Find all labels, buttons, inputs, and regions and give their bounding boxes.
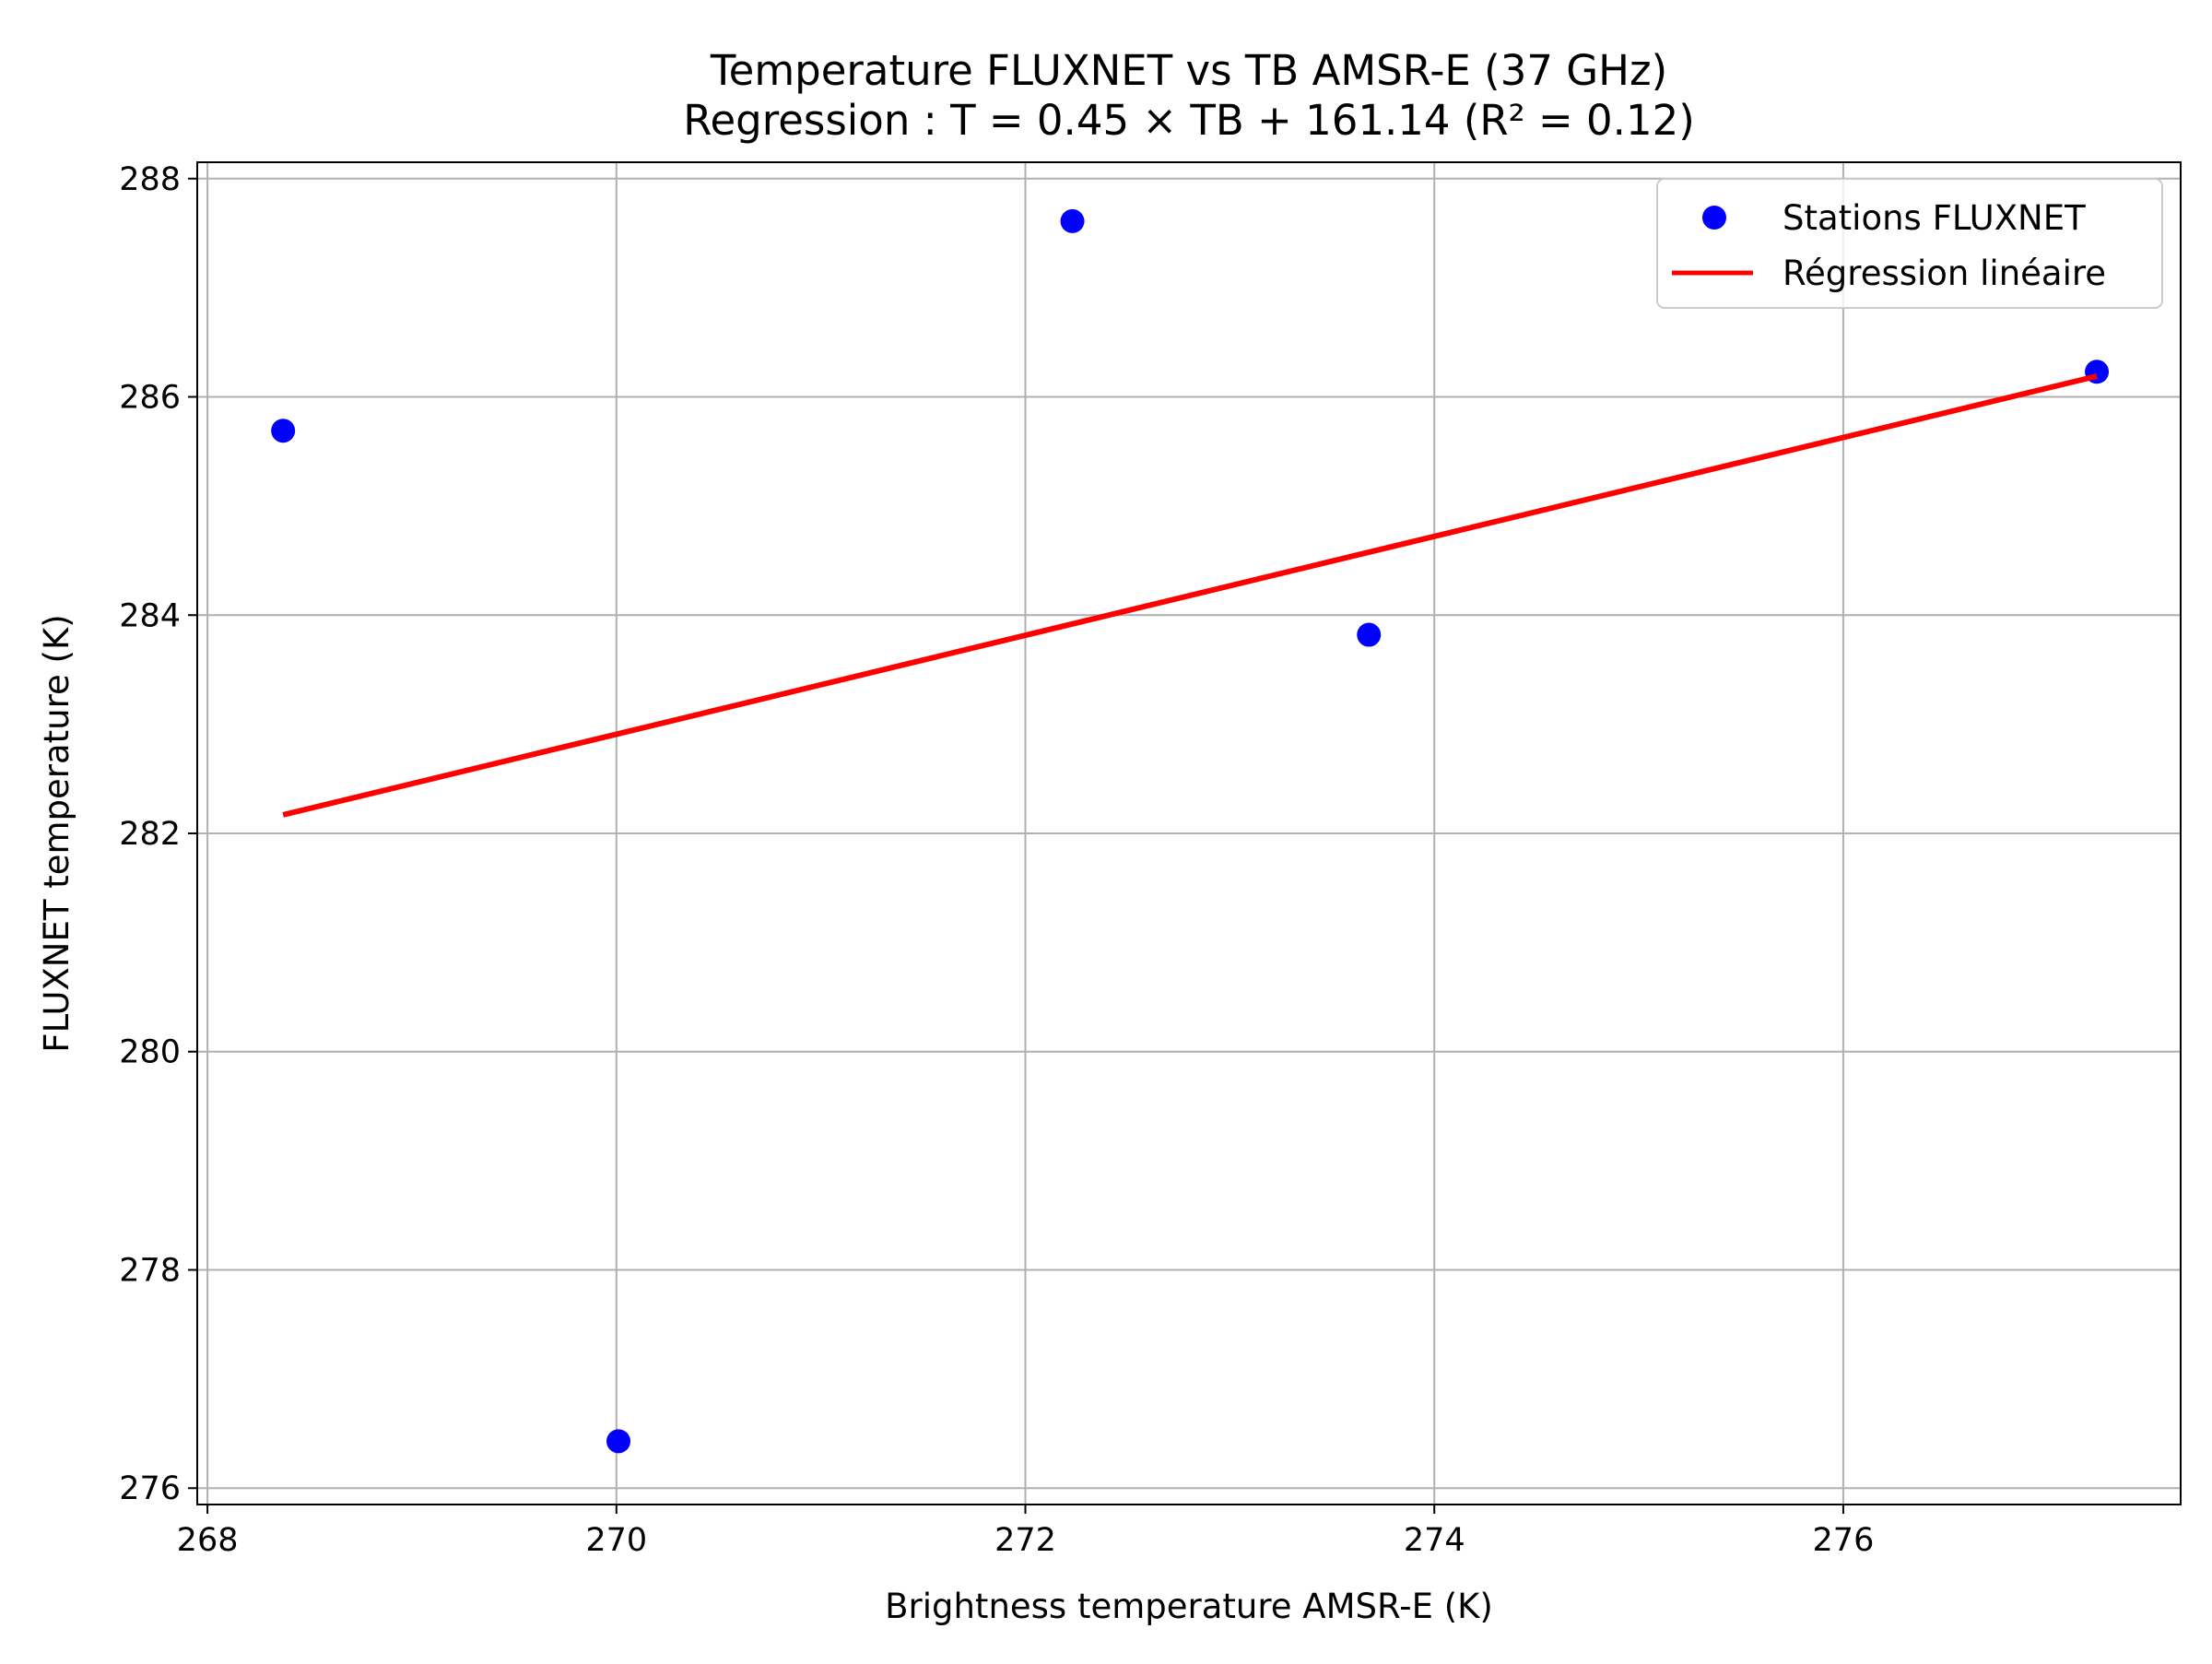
y-tick-label: 278 xyxy=(119,1252,181,1289)
chart-subtitle: Regression : T = 0.45 × TB + 161.14 (R² … xyxy=(683,96,1695,145)
axis-ticks: 268 270 272 274 276 276 278 280 282 284 286 288 xyxy=(119,161,1874,1559)
x-tick-label: 276 xyxy=(1813,1522,1875,1559)
x-tick-label: 270 xyxy=(585,1522,647,1559)
legend-box xyxy=(1656,178,2163,309)
legend-label-stations: Stations FLUXNET xyxy=(1783,198,2086,238)
legend-scatter-marker xyxy=(1702,206,1726,230)
plot-frame xyxy=(196,161,2182,1505)
x-tick-label: 274 xyxy=(1404,1522,1465,1559)
legend: Stations FLUXNET Régression linéaire xyxy=(1656,178,2163,309)
station-point xyxy=(1357,622,1382,647)
data-series xyxy=(271,208,2110,1454)
y-axis-label: FLUXNET temperature (K) xyxy=(37,614,76,1052)
y-tick-label: 280 xyxy=(119,1034,181,1071)
x-tick-label: 268 xyxy=(177,1522,239,1559)
chart-title: Temperature FLUXNET vs TB AMSR-E (37 GHz… xyxy=(710,46,1667,95)
grid-lines xyxy=(197,162,2181,1505)
y-tick-label: 286 xyxy=(119,380,181,417)
station-point xyxy=(1060,208,1085,233)
y-tick-label: 282 xyxy=(119,816,181,853)
y-tick-label: 284 xyxy=(119,597,181,634)
legend-label-regression: Régression linéaire xyxy=(1783,254,2106,293)
x-axis-label: Brightness temperature AMSR-E (K) xyxy=(885,1587,1493,1626)
station-point xyxy=(271,419,296,443)
x-tick-label: 272 xyxy=(994,1522,1056,1559)
station-point xyxy=(606,1429,631,1454)
y-tick-label: 288 xyxy=(119,161,181,198)
regression-line xyxy=(282,373,2098,818)
y-tick-label: 276 xyxy=(119,1470,181,1507)
